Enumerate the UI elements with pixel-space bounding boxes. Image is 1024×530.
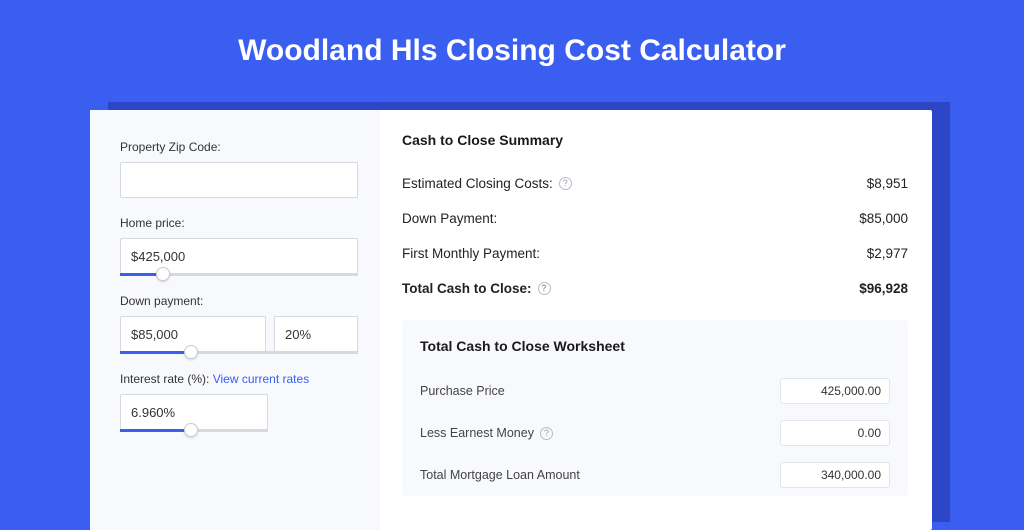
ws-label-mortgage-amount: Total Mortgage Loan Amount — [420, 468, 580, 482]
summary-value-first-payment: $2,977 — [867, 246, 908, 261]
ws-label-earnest-money: Less Earnest Money — [420, 426, 534, 440]
interest-rate-label: Interest rate (%): View current rates — [120, 372, 358, 386]
results-panel: Cash to Close Summary Estimated Closing … — [380, 110, 932, 530]
help-icon[interactable]: ? — [540, 427, 553, 440]
summary-value-total: $96,928 — [859, 281, 908, 296]
interest-rate-slider-thumb[interactable] — [184, 423, 198, 437]
ws-row-earnest-money: Less Earnest Money ? — [420, 412, 890, 454]
zip-input[interactable] — [120, 162, 358, 198]
summary-row-closing-costs: Estimated Closing Costs: ? $8,951 — [402, 166, 908, 201]
ws-input-mortgage-amount[interactable] — [780, 462, 890, 488]
interest-rate-field: Interest rate (%): View current rates — [120, 372, 358, 432]
summary-label-down-payment: Down Payment: — [402, 211, 497, 226]
worksheet-title: Total Cash to Close Worksheet — [420, 338, 890, 354]
down-payment-label: Down payment: — [120, 294, 358, 308]
summary-label-closing-costs: Estimated Closing Costs: — [402, 176, 553, 191]
home-price-slider-thumb[interactable] — [156, 267, 170, 281]
summary-title: Cash to Close Summary — [402, 132, 908, 148]
interest-rate-label-text: Interest rate (%): — [120, 372, 213, 386]
summary-value-closing-costs: $8,951 — [867, 176, 908, 191]
view-rates-link[interactable]: View current rates — [213, 372, 310, 386]
zip-label: Property Zip Code: — [120, 140, 358, 154]
down-payment-slider-thumb[interactable] — [184, 345, 198, 359]
worksheet-panel: Total Cash to Close Worksheet Purchase P… — [402, 320, 908, 496]
summary-label-total: Total Cash to Close: — [402, 281, 532, 296]
zip-field: Property Zip Code: — [120, 140, 358, 198]
ws-input-earnest-money[interactable] — [780, 420, 890, 446]
ws-row-mortgage-amount: Total Mortgage Loan Amount — [420, 454, 890, 496]
inputs-panel: Property Zip Code: Home price: Down paym… — [90, 110, 380, 530]
interest-rate-slider[interactable] — [120, 429, 268, 432]
summary-row-first-payment: First Monthly Payment: $2,977 — [402, 236, 908, 271]
ws-row-purchase-price: Purchase Price — [420, 370, 890, 412]
interest-rate-slider-fill — [120, 429, 191, 432]
down-payment-slider-fill — [120, 351, 191, 354]
summary-label-first-payment: First Monthly Payment: — [402, 246, 540, 261]
help-icon[interactable]: ? — [538, 282, 551, 295]
page-title: Woodland Hls Closing Cost Calculator — [0, 0, 1024, 92]
home-price-input[interactable] — [120, 238, 358, 274]
home-price-slider[interactable] — [120, 273, 358, 276]
down-payment-slider[interactable] — [120, 351, 358, 354]
home-price-label: Home price: — [120, 216, 358, 230]
ws-label-purchase-price: Purchase Price — [420, 384, 505, 398]
home-price-field: Home price: — [120, 216, 358, 276]
down-payment-percent-input[interactable] — [274, 316, 358, 352]
down-payment-field: Down payment: — [120, 294, 358, 354]
summary-row-down-payment: Down Payment: $85,000 — [402, 201, 908, 236]
calculator-card: Property Zip Code: Home price: Down paym… — [90, 110, 932, 530]
summary-value-down-payment: $85,000 — [859, 211, 908, 226]
help-icon[interactable]: ? — [559, 177, 572, 190]
ws-input-purchase-price[interactable] — [780, 378, 890, 404]
summary-row-total: Total Cash to Close: ? $96,928 — [402, 271, 908, 306]
